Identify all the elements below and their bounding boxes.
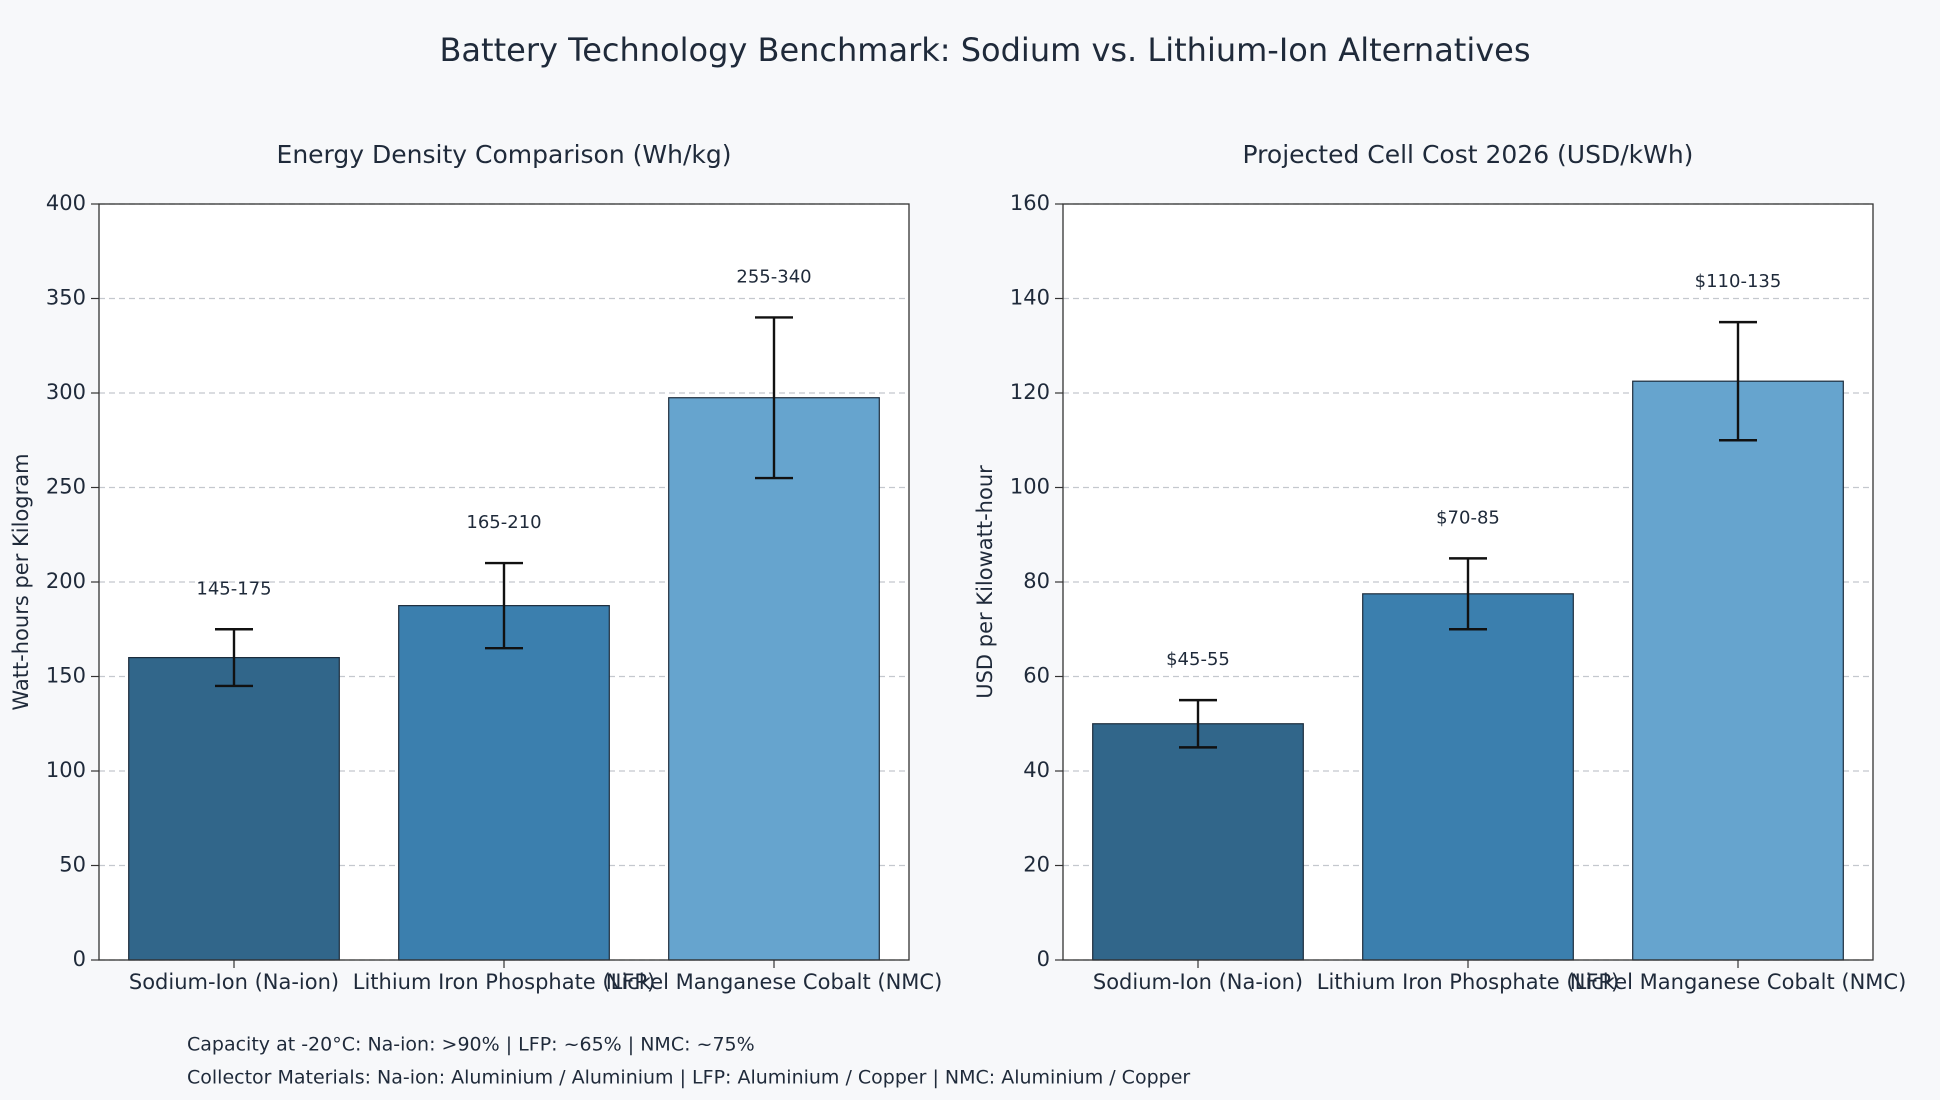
y-tick-label: 160: [1010, 191, 1050, 215]
x-tick-label: Nickel Manganese Cobalt (NMC): [1570, 970, 1907, 994]
range-label: $110-135: [1695, 271, 1782, 292]
y-tick-label: 150: [46, 664, 86, 688]
x-tick-label: Lithium Iron Phosphate (LFP): [1317, 970, 1619, 994]
y-tick-label: 0: [1037, 947, 1050, 971]
x-tick-label: Lithium Iron Phosphate (LFP): [353, 970, 655, 994]
range-label: $45-55: [1166, 649, 1230, 670]
y-tick-label: 60: [1023, 664, 1050, 688]
y-tick-label: 140: [1010, 286, 1050, 310]
footnote: Capacity at -20°C: Na-ion: >90% | LFP: ~…: [187, 1034, 755, 1056]
axes-frame: [98, 203, 910, 961]
y-tick-label: 120: [1010, 380, 1050, 404]
y-tick-label: 50: [59, 853, 86, 877]
y-tick-label: 400: [46, 191, 86, 215]
figure-title: Battery Technology Benchmark: Sodium vs.…: [439, 31, 1530, 69]
chart-title: Energy Density Comparison (Wh/kg): [277, 140, 732, 169]
y-axis-label: Watt-hours per Kilogram: [9, 453, 33, 710]
axes-frame: [1062, 203, 1874, 961]
y-tick-label: 40: [1023, 758, 1050, 782]
footnote: Collector Materials: Na-ion: Aluminium /…: [187, 1067, 1190, 1089]
bar: [668, 397, 880, 961]
x-tick-label: Sodium-Ion (Na-ion): [1093, 970, 1303, 994]
bar: [1092, 723, 1304, 961]
range-label: 165-210: [466, 512, 541, 533]
y-tick-label: 100: [1010, 475, 1050, 499]
bar: [1362, 593, 1574, 961]
y-axis-label: USD per Kilowatt-hour: [973, 465, 997, 699]
y-tick-label: 200: [46, 569, 86, 593]
y-tick-label: 0: [73, 947, 86, 971]
y-tick-label: 80: [1023, 569, 1050, 593]
chart-title: Projected Cell Cost 2026 (USD/kWh): [1243, 140, 1694, 169]
bar: [128, 656, 340, 961]
x-tick-label: Nickel Manganese Cobalt (NMC): [606, 970, 943, 994]
y-tick-label: 250: [46, 475, 86, 499]
y-tick-label: 300: [46, 380, 86, 404]
range-label: 255-340: [736, 266, 811, 287]
bar: [398, 605, 610, 961]
x-tick-label: Sodium-Ion (Na-ion): [129, 970, 339, 994]
y-tick-label: 350: [46, 286, 86, 310]
range-label: 145-175: [196, 578, 271, 599]
y-tick-label: 20: [1023, 853, 1050, 877]
range-label: $70-85: [1436, 507, 1500, 528]
bar: [1632, 380, 1844, 961]
y-tick-label: 100: [46, 758, 86, 782]
